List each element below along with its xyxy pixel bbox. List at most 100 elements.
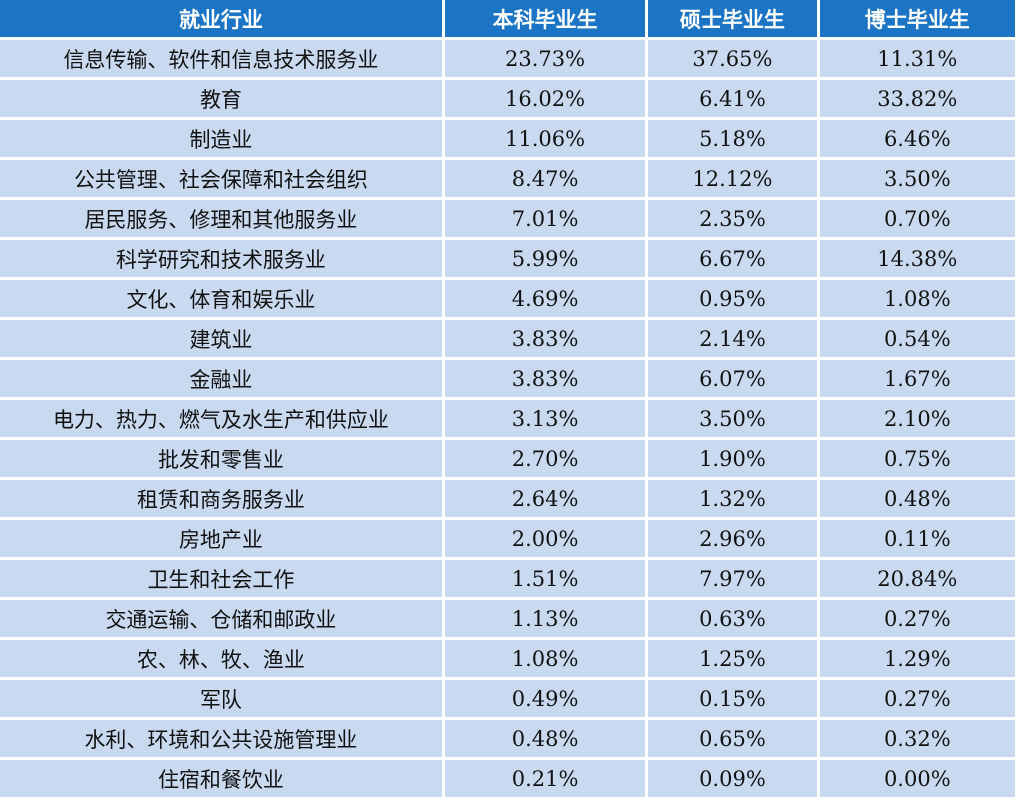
cell-master: 7.97%	[648, 560, 817, 597]
cell-master: 1.32%	[648, 480, 817, 517]
cell-doctor: 0.11%	[819, 520, 1015, 557]
cell-industry: 建筑业	[0, 320, 442, 357]
cell-doctor: 6.46%	[819, 120, 1015, 157]
cell-industry: 住宿和餐饮业	[0, 760, 442, 797]
cell-industry: 公共管理、社会保障和社会组织	[0, 160, 442, 197]
cell-industry: 军队	[0, 680, 442, 717]
cell-bachelor: 8.47%	[444, 160, 646, 197]
table-row: 制造业 11.06% 5.18% 6.46%	[0, 120, 1015, 157]
table-header: 就业行业 本科毕业生 硕士毕业生 博士毕业生	[0, 0, 1015, 37]
table-row: 军队 0.49% 0.15% 0.27%	[0, 680, 1015, 717]
cell-master: 2.96%	[648, 520, 817, 557]
table-row: 交通运输、仓储和邮政业 1.13% 0.63% 0.27%	[0, 600, 1015, 637]
cell-master: 0.95%	[648, 280, 817, 317]
cell-bachelor: 2.70%	[444, 440, 646, 477]
table-row: 电力、热力、燃气及水生产和供应业 3.13% 3.50% 2.10%	[0, 400, 1015, 437]
table-row: 农、林、牧、渔业 1.08% 1.25% 1.29%	[0, 640, 1015, 677]
cell-industry: 居民服务、修理和其他服务业	[0, 200, 442, 237]
cell-master: 2.14%	[648, 320, 817, 357]
cell-industry: 文化、体育和娱乐业	[0, 280, 442, 317]
table-row: 住宿和餐饮业 0.21% 0.09% 0.00%	[0, 760, 1015, 797]
table-row: 金融业 3.83% 6.07% 1.67%	[0, 360, 1015, 397]
table-row: 房地产业 2.00% 2.96% 0.11%	[0, 520, 1015, 557]
header-master: 硕士毕业生	[648, 0, 817, 37]
cell-master: 5.18%	[648, 120, 817, 157]
cell-master: 2.35%	[648, 200, 817, 237]
table-row: 建筑业 3.83% 2.14% 0.54%	[0, 320, 1015, 357]
cell-doctor: 33.82%	[819, 80, 1015, 117]
cell-master: 0.15%	[648, 680, 817, 717]
cell-doctor: 0.75%	[819, 440, 1015, 477]
cell-master: 0.63%	[648, 600, 817, 637]
cell-bachelor: 0.48%	[444, 720, 646, 757]
cell-industry: 交通运输、仓储和邮政业	[0, 600, 442, 637]
cell-bachelor: 0.49%	[444, 680, 646, 717]
cell-bachelor: 11.06%	[444, 120, 646, 157]
cell-doctor: 1.67%	[819, 360, 1015, 397]
table-body: 信息传输、软件和信息技术服务业 23.73% 37.65% 11.31% 教育 16.02…	[0, 40, 1015, 797]
cell-doctor: 1.08%	[819, 280, 1015, 317]
cell-master: 1.25%	[648, 640, 817, 677]
cell-bachelor: 1.08%	[444, 640, 646, 677]
header-bachelor: 本科毕业生	[444, 0, 646, 37]
table-row: 水利、环境和公共设施管理业 0.48% 0.65% 0.32%	[0, 720, 1015, 757]
cell-doctor: 1.29%	[819, 640, 1015, 677]
cell-doctor: 0.00%	[819, 760, 1015, 797]
table-row: 租赁和商务服务业 2.64% 1.32% 0.48%	[0, 480, 1015, 517]
cell-bachelor: 4.69%	[444, 280, 646, 317]
cell-doctor: 0.54%	[819, 320, 1015, 357]
cell-industry: 批发和零售业	[0, 440, 442, 477]
cell-doctor: 20.84%	[819, 560, 1015, 597]
cell-bachelor: 16.02%	[444, 80, 646, 117]
cell-industry: 信息传输、软件和信息技术服务业	[0, 40, 442, 77]
cell-bachelor: 2.64%	[444, 480, 646, 517]
cell-bachelor: 1.51%	[444, 560, 646, 597]
cell-doctor: 3.50%	[819, 160, 1015, 197]
cell-doctor: 0.27%	[819, 600, 1015, 637]
cell-bachelor: 3.83%	[444, 360, 646, 397]
table-row: 卫生和社会工作 1.51% 7.97% 20.84%	[0, 560, 1015, 597]
cell-industry: 房地产业	[0, 520, 442, 557]
cell-bachelor: 5.99%	[444, 240, 646, 277]
table-row: 公共管理、社会保障和社会组织 8.47% 12.12% 3.50%	[0, 160, 1015, 197]
cell-industry: 教育	[0, 80, 442, 117]
header-row: 就业行业 本科毕业生 硕士毕业生 博士毕业生	[0, 0, 1015, 37]
cell-master: 3.50%	[648, 400, 817, 437]
table-row: 信息传输、软件和信息技术服务业 23.73% 37.65% 11.31%	[0, 40, 1015, 77]
table-row: 教育 16.02% 6.41% 33.82%	[0, 80, 1015, 117]
cell-master: 0.65%	[648, 720, 817, 757]
cell-bachelor: 2.00%	[444, 520, 646, 557]
cell-master: 12.12%	[648, 160, 817, 197]
cell-master: 6.07%	[648, 360, 817, 397]
cell-bachelor: 7.01%	[444, 200, 646, 237]
cell-doctor: 0.32%	[819, 720, 1015, 757]
cell-industry: 卫生和社会工作	[0, 560, 442, 597]
cell-industry: 农、林、牧、渔业	[0, 640, 442, 677]
cell-bachelor: 3.13%	[444, 400, 646, 437]
table-row: 居民服务、修理和其他服务业 7.01% 2.35% 0.70%	[0, 200, 1015, 237]
table-row: 批发和零售业 2.70% 1.90% 0.75%	[0, 440, 1015, 477]
table-row: 文化、体育和娱乐业 4.69% 0.95% 1.08%	[0, 280, 1015, 317]
cell-industry: 水利、环境和公共设施管理业	[0, 720, 442, 757]
cell-industry: 金融业	[0, 360, 442, 397]
cell-bachelor: 0.21%	[444, 760, 646, 797]
header-industry: 就业行业	[0, 0, 442, 37]
cell-industry: 租赁和商务服务业	[0, 480, 442, 517]
cell-doctor: 2.10%	[819, 400, 1015, 437]
cell-master: 6.67%	[648, 240, 817, 277]
cell-master: 1.90%	[648, 440, 817, 477]
cell-industry: 科学研究和技术服务业	[0, 240, 442, 277]
cell-industry: 电力、热力、燃气及水生产和供应业	[0, 400, 442, 437]
cell-doctor: 0.48%	[819, 480, 1015, 517]
table-row: 科学研究和技术服务业 5.99% 6.67% 14.38%	[0, 240, 1015, 277]
cell-doctor: 11.31%	[819, 40, 1015, 77]
cell-master: 37.65%	[648, 40, 817, 77]
cell-master: 6.41%	[648, 80, 817, 117]
cell-bachelor: 1.13%	[444, 600, 646, 637]
cell-doctor: 0.70%	[819, 200, 1015, 237]
cell-master: 0.09%	[648, 760, 817, 797]
cell-industry: 制造业	[0, 120, 442, 157]
cell-doctor: 0.27%	[819, 680, 1015, 717]
cell-bachelor: 3.83%	[444, 320, 646, 357]
